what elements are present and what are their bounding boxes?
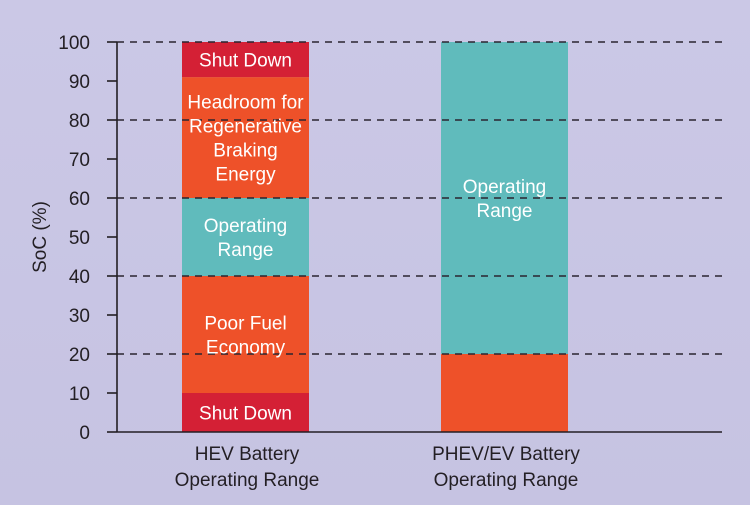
y-tick-label: 30 [69,306,90,327]
segment-label: Operating [463,177,546,198]
segment-label: Regenerative [189,117,302,138]
y-tick-label: 50 [69,228,90,249]
y-tick-label: 40 [69,267,90,288]
y-tick-label: 80 [69,111,90,132]
segment-label: Range [218,240,274,261]
segment-label: Shut Down [199,404,292,425]
bar-segment [182,393,309,432]
segment-label: Energy [215,165,276,186]
x-category-label: Operating Range [175,470,320,491]
y-tick-label: 100 [58,33,90,54]
y-tick-label: 0 [79,423,90,444]
axes-layer: 0 10 20 30 40 50 60 70 80 90 100 SoC (%) HEV Battery… [30,33,722,491]
segment-label: Operating [204,216,287,237]
segment-label: Poor Fuel [204,314,286,335]
segment-label: Range [477,201,533,222]
bars-layer [182,42,568,432]
segment-label: Headroom for [187,93,304,114]
grid-layer [117,41,722,355]
y-tick-label: 20 [69,345,90,366]
segment-label: Shut Down [199,51,292,72]
x-category-label: PHEV/EV Battery [432,444,580,465]
labels-layer: Shut Down Poor Fuel Economy Operating Range H… [187,51,546,425]
bar-segment [182,42,309,78]
segment-label: Braking [213,141,277,162]
y-axis-label: SoC (%) [30,201,51,273]
y-tick-label: 70 [69,150,90,171]
bar-segment [182,77,309,198]
bar-segment [182,198,309,276]
y-tick-label: 90 [69,72,90,93]
y-tick-label: 10 [69,384,90,405]
x-category-label: HEV Battery [195,444,300,465]
x-category-label: Operating Range [434,470,579,491]
segment-label: Economy [206,338,286,359]
y-tick-label: 60 [69,189,90,210]
bar-segment [441,354,568,432]
bar-segment [182,276,309,393]
